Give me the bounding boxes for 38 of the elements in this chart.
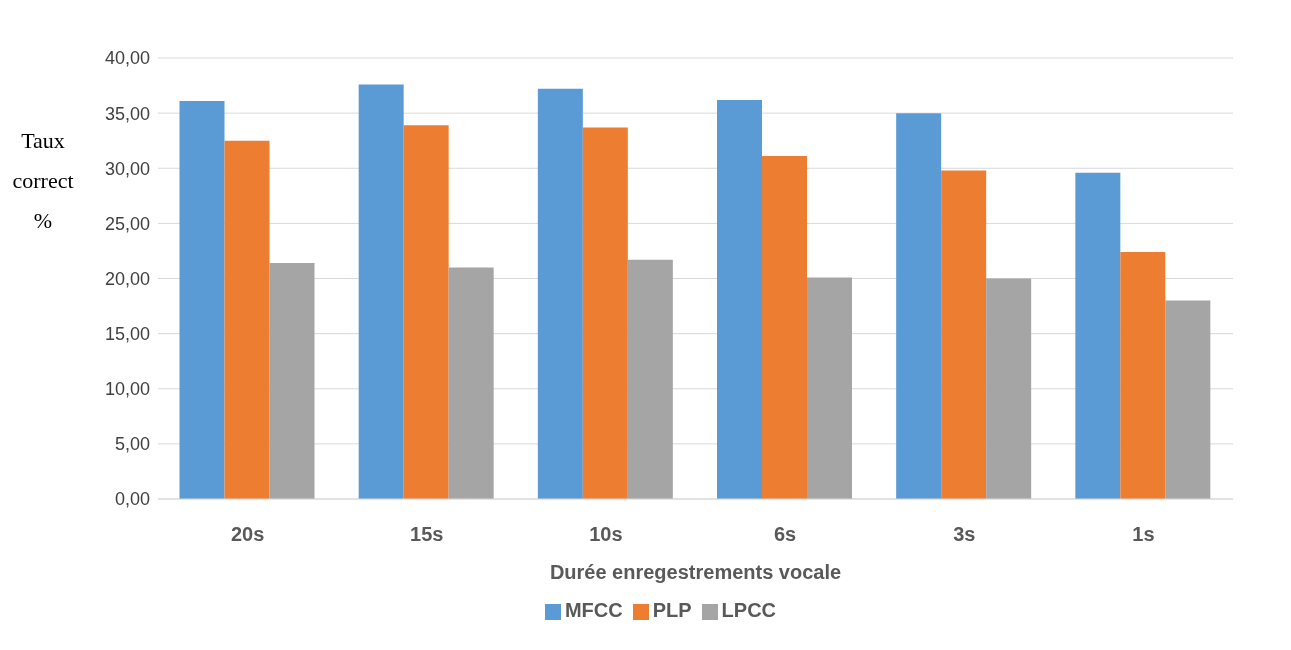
- bar: [358, 84, 404, 499]
- bar: [717, 99, 762, 499]
- x-tick-label: 10s: [589, 523, 623, 546]
- y-tick-label: 5,00: [114, 434, 150, 455]
- legend-label: LPCC: [721, 599, 777, 621]
- x-tick-label: 3s: [953, 523, 976, 546]
- bar: [1075, 172, 1121, 499]
- bar: [627, 259, 673, 499]
- y-tick-label: 20,00: [104, 268, 150, 289]
- legend-label: PLP: [652, 599, 692, 621]
- y-tick-label: 15,00: [104, 324, 150, 345]
- x-tick-label: 20s: [230, 523, 265, 546]
- bar: [403, 125, 449, 499]
- y-tick-label: 30,00: [104, 158, 150, 179]
- bar: [582, 127, 628, 499]
- bar: [1165, 300, 1211, 499]
- bar: [986, 278, 1032, 499]
- y-tick-label: 25,00: [104, 213, 150, 234]
- x-tick-label: 15s: [410, 523, 444, 546]
- bar: [807, 277, 852, 499]
- x-tick-label: 6s: [773, 523, 797, 546]
- bar: [537, 88, 583, 499]
- x-axis-title: Durée enregestrements vocale: [549, 561, 842, 583]
- bar: [1120, 252, 1166, 499]
- y-tick-label: 40,00: [104, 48, 150, 69]
- bar: [896, 113, 942, 499]
- y-tick-label: 0,00: [114, 489, 150, 510]
- bar: [448, 267, 494, 499]
- bar: [179, 101, 225, 499]
- y-axis-title: Taux correct %: [12, 128, 74, 233]
- bar: [762, 156, 807, 499]
- x-tick-label: 1s: [1132, 523, 1155, 546]
- y-tick-label: 10,00: [104, 379, 150, 400]
- legend-label: MFCC: [564, 599, 623, 621]
- y-tick-label: 35,00: [104, 103, 150, 124]
- bar: [269, 263, 315, 499]
- bar: [941, 170, 987, 499]
- bar: [224, 140, 270, 499]
